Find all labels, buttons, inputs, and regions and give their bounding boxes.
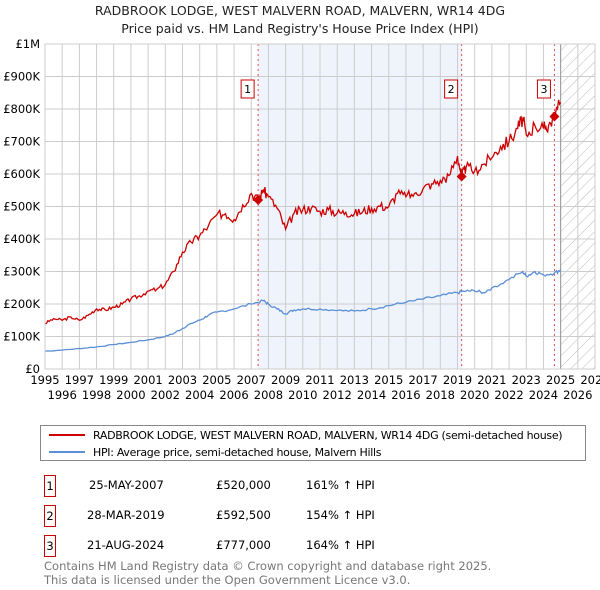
- x-tick-label: 1996: [48, 388, 77, 402]
- x-tick-label: 2027: [580, 373, 600, 387]
- x-tick-label: 2001: [133, 373, 162, 387]
- y-tick-label: £1M: [15, 37, 40, 51]
- x-tick-label: 2012: [323, 388, 352, 402]
- sale-point: [549, 111, 560, 122]
- x-tick-label: 2018: [426, 388, 455, 402]
- sale-marker-label: 3: [540, 83, 547, 96]
- y-tick-label: £100K: [3, 330, 40, 344]
- x-tick-label: 2017: [408, 373, 437, 387]
- x-tick-label: 2014: [357, 388, 386, 402]
- y-tick-label: £0: [25, 362, 40, 376]
- x-tick-label: 2024: [529, 388, 558, 402]
- x-tick-label: 2025: [546, 373, 575, 387]
- y-tick-label: £500K: [3, 200, 40, 214]
- x-tick-label: 2019: [443, 373, 472, 387]
- x-tick-label: 1999: [99, 373, 128, 387]
- y-tick-label: £900K: [3, 70, 40, 84]
- y-tick-label: £700K: [3, 135, 40, 149]
- x-tick-label: 2006: [219, 388, 248, 402]
- y-tick-label: £800K: [3, 102, 40, 116]
- footnote-copyright: Contains HM Land Registry data © Crown c…: [44, 559, 492, 573]
- sale-date: 28-MAR-2019: [87, 508, 165, 522]
- sale-marker: 2: [44, 505, 56, 527]
- sale-hpi: 154% ↑ HPI: [306, 508, 375, 522]
- y-tick-label: £200K: [3, 297, 40, 311]
- legend-item-hpi: HPI: Average price, semi-detached house,…: [49, 444, 382, 460]
- legend-label: RADBROOK LODGE, WEST MALVERN ROAD, MALVE…: [93, 428, 563, 442]
- x-tick-label: 2005: [202, 373, 231, 387]
- x-tick-label: 2008: [254, 388, 283, 402]
- legend-item-property: RADBROOK LODGE, WEST MALVERN ROAD, MALVE…: [49, 427, 563, 443]
- x-tick-label: 2003: [168, 373, 197, 387]
- sale-point: [456, 171, 467, 182]
- x-tick-label: 1997: [65, 373, 94, 387]
- sale-date: 25-MAY-2007: [89, 478, 164, 492]
- legend: RADBROOK LODGE, WEST MALVERN ROAD, MALVE…: [40, 425, 586, 461]
- y-tick-label: £300K: [3, 265, 40, 279]
- chart-subtitle: Price paid vs. HM Land Registry's House …: [121, 21, 479, 36]
- x-tick-label: 1998: [82, 388, 111, 402]
- sale-marker-label: 2: [448, 83, 455, 96]
- sale-point: [253, 195, 264, 205]
- x-tick-label: 2021: [477, 373, 506, 387]
- x-tick-label: 2002: [151, 388, 180, 402]
- x-tick-label: 2000: [116, 388, 145, 402]
- sale-marker-label: 1: [244, 83, 251, 96]
- hpi-line: [44, 269, 562, 352]
- x-tick-label: 2015: [374, 373, 403, 387]
- x-tick-label: 2011: [305, 373, 334, 387]
- x-tick-label: 1995: [30, 373, 59, 387]
- sale-marker-box: [536, 79, 551, 99]
- x-tick-label: 2023: [512, 373, 541, 387]
- x-tick-label: 2007: [237, 373, 266, 387]
- sale-price: £520,000: [216, 478, 271, 492]
- sale-marker-box: [444, 79, 459, 99]
- sale-date: 21-AUG-2024: [87, 538, 165, 552]
- sale-hpi: 164% ↑ HPI: [306, 538, 375, 552]
- footnote-licence: This data is licensed under the Open Gov…: [44, 573, 411, 587]
- chart-title: RADBROOK LODGE, WEST MALVERN ROAD, MALVE…: [94, 3, 506, 18]
- x-tick-label: 2026: [563, 388, 592, 402]
- x-tick-label: 2004: [185, 388, 214, 402]
- x-tick-label: 2020: [460, 388, 489, 402]
- x-tick-label: 2016: [391, 388, 420, 402]
- sale-marker: 3: [44, 535, 56, 557]
- sale-marker-box: [240, 79, 255, 99]
- sale-price: £777,000: [216, 538, 271, 552]
- sale-hpi: 161% ↑ HPI: [306, 478, 375, 492]
- legend-swatch-red: [49, 434, 85, 436]
- x-tick-label: 2022: [494, 388, 523, 402]
- property-price-line: [45, 99, 562, 325]
- plot-border: [44, 43, 596, 370]
- x-tick-label: 2010: [288, 388, 317, 402]
- legend-swatch-blue: [49, 451, 85, 453]
- x-tick-label: 2009: [271, 373, 300, 387]
- legend-label: HPI: Average price, semi-detached house,…: [93, 445, 382, 459]
- y-tick-label: £600K: [3, 167, 40, 181]
- sale-price: £592,500: [216, 508, 271, 522]
- plot-area: 1995199619971998199920002001200220032004…: [3, 37, 600, 402]
- sale-marker: 1: [44, 475, 56, 497]
- y-tick-label: £400K: [3, 232, 40, 246]
- x-tick-label: 2013: [340, 373, 369, 387]
